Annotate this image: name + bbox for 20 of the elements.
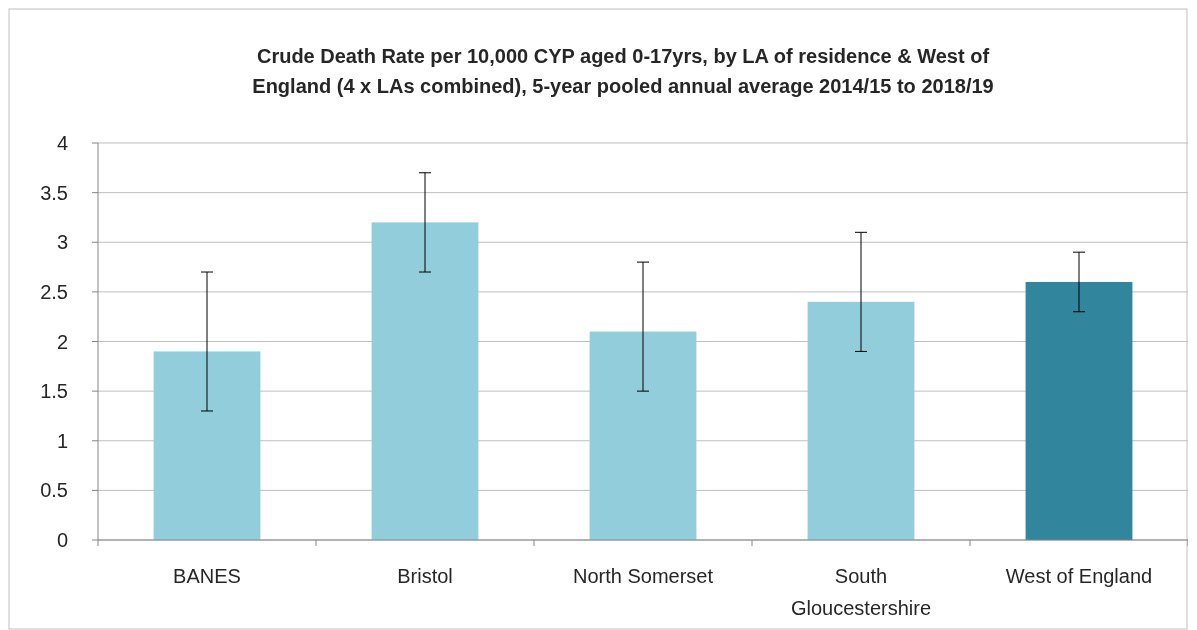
y-tick-label: 0 — [56, 529, 68, 551]
bar — [589, 331, 697, 540]
y-tick-label: 1.5 — [40, 380, 68, 403]
bar — [371, 222, 479, 540]
x-tick-label: South Gloucestershire — [790, 565, 932, 619]
chart-title: Crude Death Rate per 10,000 CYP aged 0-17yrs, by LA of residence & West of England (4 x LAs combined), 5-year pooled annual average 2014/15 to 2018/19 — [252, 45, 994, 97]
y-tick-label: 3.5 — [40, 181, 68, 204]
bar — [153, 351, 261, 540]
x-tick-label: BANES — [173, 565, 241, 587]
y-tick-label: 3 — [56, 231, 68, 254]
bar — [807, 301, 915, 540]
x-tick-label: West of England — [1005, 565, 1153, 587]
y-tick-label: 2 — [56, 330, 68, 353]
y-tick-label: 2.5 — [40, 280, 68, 303]
bar — [1025, 281, 1133, 540]
y-tick-label: 4 — [56, 132, 68, 154]
y-tick-label: 0.5 — [40, 479, 68, 502]
x-tick-label: North Somerset — [572, 565, 714, 587]
y-tick-label: 1 — [56, 429, 68, 452]
x-tick-label: Bristol — [397, 565, 453, 587]
